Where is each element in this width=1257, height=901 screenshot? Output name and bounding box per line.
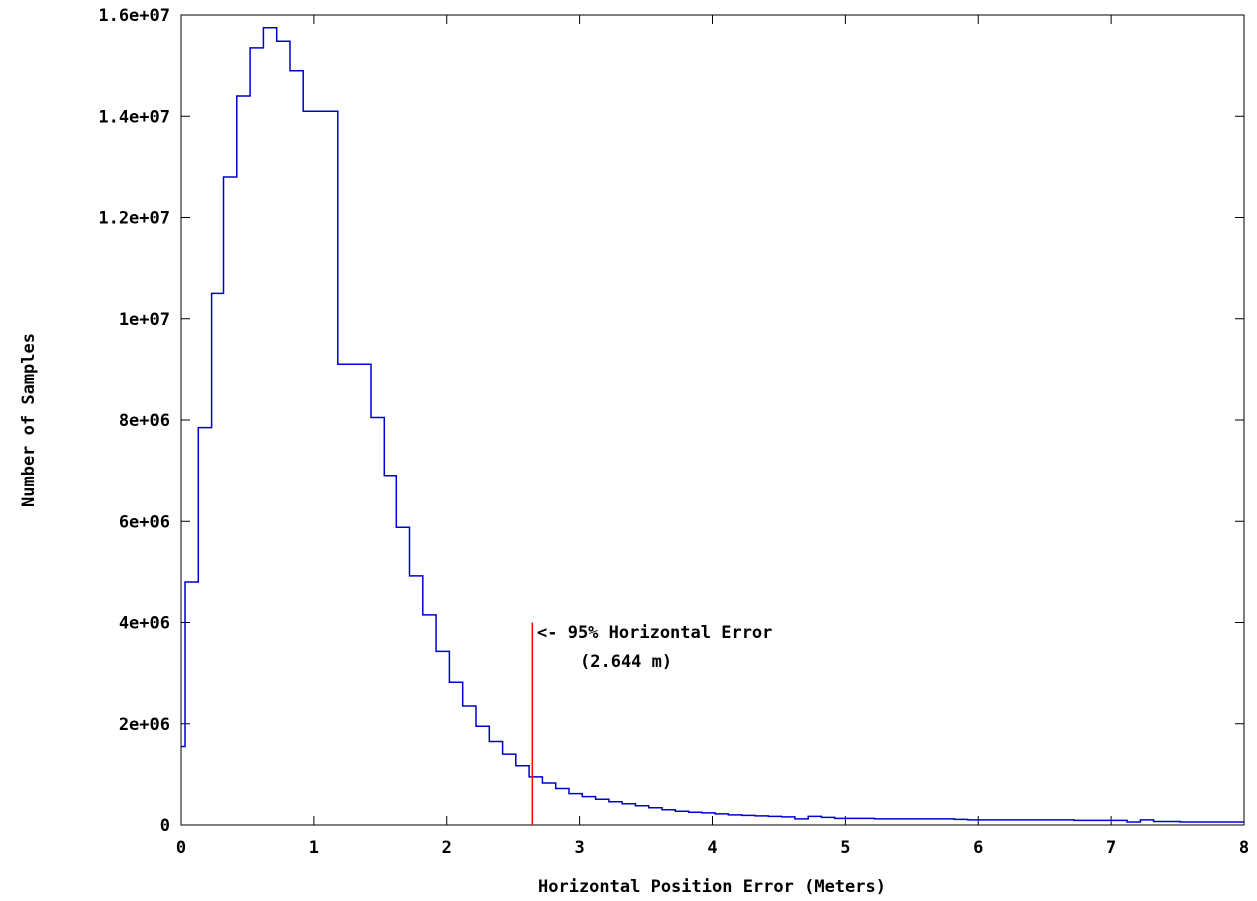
y-tick-label: 0 [160, 816, 170, 836]
marker-label-line1: <- 95% Horizontal Error [537, 623, 772, 643]
x-tick-label: 0 [176, 838, 186, 858]
plot-frame [180, 14, 1245, 826]
y-tick-label: 8e+06 [119, 411, 170, 431]
y-tick-label: 6e+06 [119, 512, 170, 532]
y-tick-label: 1.6e+07 [98, 6, 170, 26]
x-tick-label: 5 [840, 838, 850, 858]
x-tick-label: 1 [309, 838, 319, 858]
x-tick-label: 3 [575, 838, 585, 858]
x-tick-label: 2 [442, 838, 452, 858]
x-axis-ticks: 0 1 2 3 4 5 6 7 8 [176, 15, 1249, 858]
x-tick-label: 8 [1239, 838, 1249, 858]
marker-label-line2: (2.644 m) [580, 652, 672, 672]
x-tick-label: 6 [973, 838, 983, 858]
y-tick-label: 1.2e+07 [98, 209, 170, 229]
y-tick-label: 1e+07 [119, 310, 170, 330]
y-tick-label: 1.4e+07 [98, 107, 170, 127]
y-tick-label: 2e+06 [119, 715, 170, 735]
y-tick-label: 4e+06 [119, 614, 170, 634]
y-axis-title: Number of Samples [19, 333, 39, 507]
x-tick-label: 7 [1106, 838, 1116, 858]
x-axis-title: Horizontal Position Error (Meters) [538, 877, 886, 897]
y-axis-ticks: 0 2e+06 4e+06 6e+06 8e+06 1e+07 1.2e+07 1.4e+07… [98, 6, 1244, 836]
x-tick-label: 4 [707, 838, 717, 858]
series-step-line [181, 26, 1244, 823]
